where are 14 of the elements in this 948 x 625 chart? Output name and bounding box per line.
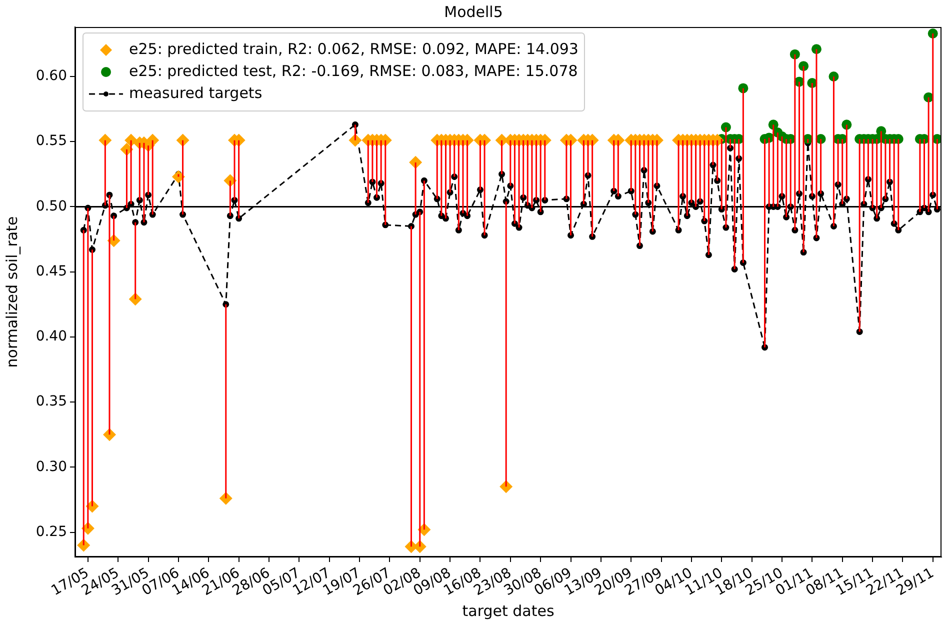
chart-title: Modell5 (444, 2, 503, 21)
legend-label: e25: predicted test, R2: -0.169, RMSE: 0.083, MAPE: 15.078 (129, 62, 578, 80)
x-axis-title: target dates (462, 602, 554, 620)
y-tick-label: 0.30 (36, 458, 67, 475)
y-tick-label: 0.25 (36, 524, 67, 540)
y-tick-label: 0.35 (36, 394, 67, 410)
y-tick-label: 0.60 (36, 68, 67, 84)
y-axis-title: normalized soil_rate (2, 216, 21, 368)
legend-label: measured targets (129, 84, 262, 102)
y-tick-label: 0.45 (36, 263, 67, 280)
legend-label: e25: predicted train, R2: 0.062, RMSE: 0.092, MAPE: 14.093 (129, 40, 578, 58)
y-tick-label: 0.40 (36, 328, 67, 345)
y-tick-label: 0.50 (36, 198, 67, 214)
y-tick-label: 0.55 (36, 133, 67, 150)
